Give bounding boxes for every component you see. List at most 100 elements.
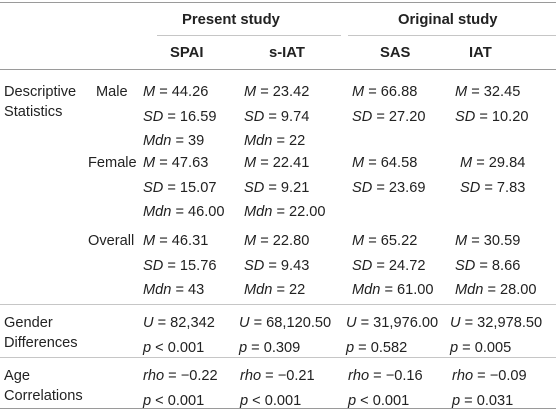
cell-male-iat: M = 32.45 SD = 10.20 — [455, 80, 528, 129]
stat-symbol: M — [143, 233, 156, 249]
stat-symbol: p — [239, 339, 248, 356]
stat-value: = 22.00 — [272, 204, 326, 220]
cell-gender-siat: U = 68,120.50 p = 0.309 — [239, 311, 331, 360]
stat-symbol: M — [244, 155, 257, 171]
stat-line: Mdn = 22 — [244, 129, 309, 154]
stat-line: M = 65.22 — [352, 229, 434, 254]
stat-line: M = 22.41 — [244, 151, 326, 176]
stat-value: = 47.63 — [155, 155, 209, 171]
stat-line: SD = 27.20 — [352, 105, 425, 130]
stat-value: = 39 — [171, 133, 205, 149]
stat-line: SD = 16.59 — [143, 105, 216, 130]
stat-line: SD = 10.20 — [455, 105, 528, 130]
stat-value: = 0.582 — [354, 339, 408, 356]
stat-line: rho = −0.21 — [240, 364, 315, 389]
stat-line: p = 0.005 — [450, 336, 542, 361]
stat-line: M = 30.59 — [455, 229, 537, 254]
header-bottom-rule — [0, 69, 556, 70]
stat-symbol: U — [346, 315, 357, 331]
stat-value: = 0.005 — [458, 339, 512, 356]
cell-age-sas: rho = −0.16 p < 0.001 — [348, 364, 423, 409]
stat-value: = 46.00 — [171, 204, 225, 220]
cell-age-siat: rho = −0.21 p < 0.001 — [240, 364, 315, 409]
stat-symbol: p — [346, 339, 355, 356]
stat-value: = 32,978.50 — [460, 315, 543, 331]
stat-value: = 10.20 — [475, 108, 529, 125]
header-col-sas: SAS — [380, 45, 411, 61]
stat-value: = 7.83 — [480, 179, 526, 196]
stat-line: p < 0.001 — [240, 389, 315, 409]
stat-value: = −0.21 — [261, 368, 315, 384]
stat-symbol: SD — [244, 179, 265, 196]
stat-line: M = 22.80 — [244, 229, 309, 254]
stat-value: = 9.43 — [264, 257, 310, 274]
cell-overall-iat: M = 30.59 SD = 8.66 Mdn = 28.00 — [455, 229, 537, 303]
stat-symbol: SD — [143, 257, 164, 274]
header-col-iat: IAT — [469, 45, 492, 61]
header-col-siat: s-IAT — [269, 45, 305, 61]
stat-value: = 66.88 — [364, 84, 418, 100]
stat-value: = 23.42 — [256, 84, 310, 100]
stat-line: M = 47.63 — [143, 151, 225, 176]
stat-value: = 15.07 — [163, 179, 217, 196]
stat-symbol: SD — [455, 108, 476, 125]
cell-male-sas: M = 66.88 SD = 27.20 — [352, 80, 425, 129]
stat-line: Mdn = 22 — [244, 278, 309, 303]
stat-line: M = 66.88 — [352, 80, 425, 105]
header-present-study: Present study — [182, 12, 280, 28]
cell-overall-spai: M = 46.31 SD = 15.76 Mdn = 43 — [143, 229, 216, 303]
stat-value: < 0.001 — [356, 392, 410, 409]
stat-value: = 22 — [272, 282, 306, 298]
stat-value: = 28.00 — [483, 282, 537, 298]
stat-line: Mdn = 22.00 — [244, 200, 326, 225]
stat-symbol: rho — [452, 368, 474, 384]
stat-symbol: Mdn — [143, 204, 172, 220]
subrow-label-female: Female — [88, 155, 137, 171]
stat-line: p = 0.309 — [239, 336, 331, 361]
cell-female-spai: M = 47.63 SD = 15.07 Mdn = 46.00 — [143, 151, 225, 225]
stat-line: Mdn = 39 — [143, 129, 216, 154]
stat-line: Mdn = 28.00 — [455, 278, 537, 303]
cell-gender-sas: U = 31,976.00 p = 0.582 — [346, 311, 438, 360]
stat-symbol: SD — [460, 179, 481, 196]
stat-symbol: SD — [455, 257, 476, 274]
row-label-age-line2: Correlations — [4, 388, 83, 404]
stat-value: = 0.309 — [247, 339, 301, 356]
stat-symbol: M — [143, 155, 156, 171]
stat-line: U = 31,976.00 — [346, 311, 438, 336]
stat-line: SD = 15.76 — [143, 254, 216, 279]
stat-symbol: U — [143, 315, 154, 331]
stat-symbol: M — [244, 233, 257, 249]
stat-line: p < 0.001 — [143, 389, 218, 409]
stat-symbol: M — [455, 233, 468, 249]
stat-value: = 29.84 — [472, 155, 526, 171]
stat-line: U = 82,342 — [143, 311, 215, 336]
stat-value: = 64.58 — [364, 155, 418, 171]
stat-value: = 44.26 — [155, 84, 209, 100]
stat-line: p < 0.001 — [143, 336, 215, 361]
cell-female-iat: M = 29.84 SD = 7.83 — [460, 151, 525, 200]
stat-symbol: SD — [352, 257, 373, 274]
stat-symbol: p — [450, 339, 459, 356]
stat-value: < 0.001 — [151, 339, 205, 356]
stat-symbol: SD — [143, 179, 164, 196]
stat-value: = 15.76 — [163, 257, 217, 274]
stat-value: = 61.00 — [380, 282, 434, 298]
stat-line: M = 32.45 — [455, 80, 528, 105]
stat-value: = 9.21 — [264, 179, 310, 196]
stat-symbol: p — [452, 392, 461, 409]
stat-symbol: SD — [244, 257, 265, 274]
stat-line: M = 44.26 — [143, 80, 216, 105]
stat-symbol: SD — [352, 108, 373, 125]
cell-male-spai: M = 44.26 SD = 16.59 Mdn = 39 — [143, 80, 216, 154]
stat-symbol: Mdn — [244, 204, 273, 220]
stat-line: U = 32,978.50 — [450, 311, 542, 336]
stat-value: = 22 — [272, 133, 306, 149]
row-label-descriptive: Descriptive Statistics — [4, 82, 76, 122]
row-label-gender-line1: Gender — [4, 315, 53, 331]
stat-line: Mdn = 43 — [143, 278, 216, 303]
stat-symbol: U — [450, 315, 461, 331]
stat-value: < 0.001 — [151, 392, 205, 409]
stat-symbol: SD — [352, 179, 373, 196]
